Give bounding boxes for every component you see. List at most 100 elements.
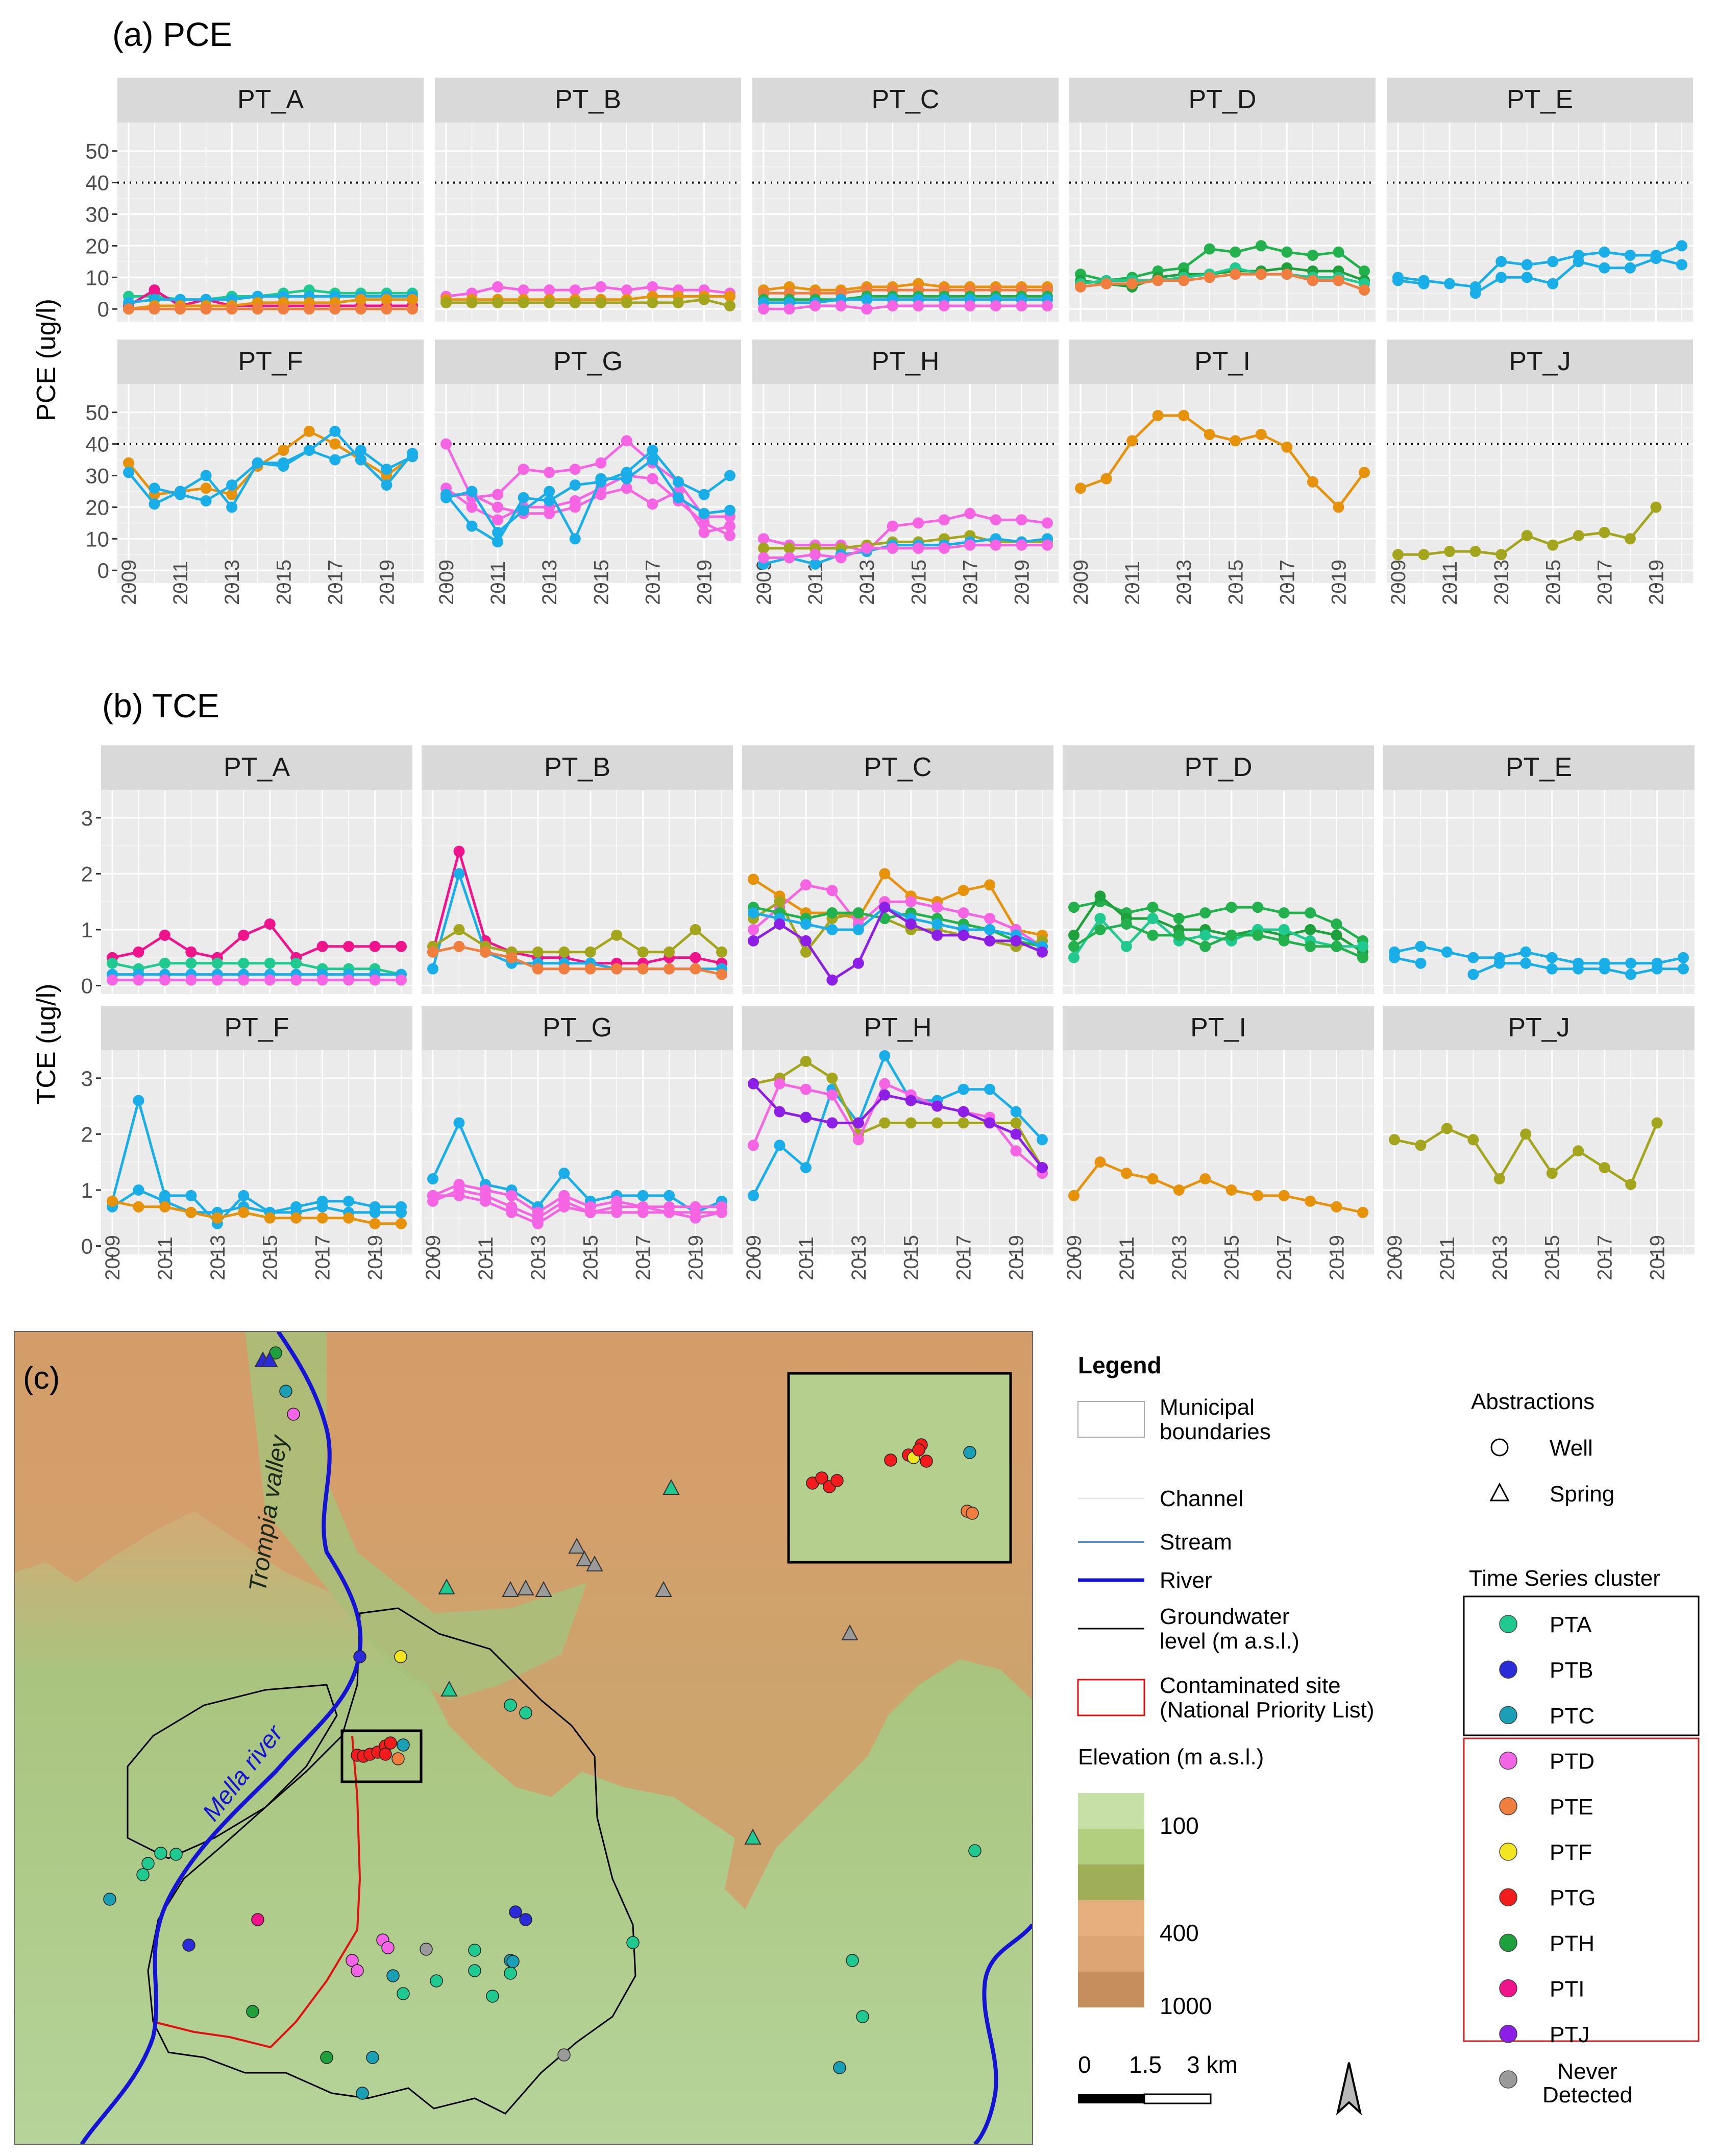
data-point xyxy=(1305,907,1316,919)
panel-strip xyxy=(1063,745,1374,790)
x-tick-label: 2019 xyxy=(364,1235,387,1280)
map-legend: Legend Municipal boundaries Channel Stream R… xyxy=(1077,1352,1700,2116)
data-point xyxy=(107,974,118,986)
map-sites xyxy=(103,1346,982,2100)
x-tick-label: 2009 xyxy=(422,1235,445,1280)
data-point xyxy=(1359,265,1370,277)
data-point xyxy=(672,476,684,488)
cluster-swatch-ptb xyxy=(1499,1660,1517,1679)
x-tick-label: 2009 xyxy=(1063,1235,1086,1280)
y-tick-label: 1 xyxy=(81,918,93,942)
cluster-group-b-box xyxy=(1463,1737,1700,2042)
data-point xyxy=(1305,924,1316,935)
panel-pt-e: PT_E xyxy=(1387,78,1693,322)
data-point xyxy=(1651,963,1663,975)
data-point xyxy=(278,303,289,315)
data-point xyxy=(1016,300,1027,312)
x-tick-label: 2009 xyxy=(1384,1235,1406,1280)
panel-strip-label: PT_F xyxy=(238,347,303,376)
data-point xyxy=(544,284,555,296)
data-point xyxy=(905,896,917,908)
data-point xyxy=(1075,482,1086,494)
panel-strip-label: PT_I xyxy=(1194,347,1250,376)
data-point xyxy=(1495,256,1507,268)
data-point xyxy=(595,297,607,308)
data-point xyxy=(290,1212,302,1224)
data-point xyxy=(758,552,769,564)
series-4 xyxy=(758,300,1053,315)
data-point xyxy=(506,1190,518,1201)
data-point xyxy=(532,963,544,975)
municipal-boundary xyxy=(147,1607,636,2115)
series-3 xyxy=(748,1078,1048,1174)
well-site-ptc xyxy=(103,1893,116,1906)
panel-background xyxy=(101,790,412,994)
panel-strip-label: PT_D xyxy=(1185,753,1253,782)
data-point xyxy=(1305,940,1316,952)
data-point xyxy=(1281,441,1293,453)
x-tick-label: 2011 xyxy=(1121,561,1144,605)
panel-strip xyxy=(435,340,741,384)
data-point xyxy=(664,963,675,975)
y-tick-label: 40 xyxy=(85,432,109,456)
data-point xyxy=(453,868,465,880)
data-point xyxy=(595,473,607,485)
x-tick-label: 2011 xyxy=(1436,1237,1459,1280)
data-point xyxy=(1278,907,1290,919)
series-0 xyxy=(1068,1156,1368,1218)
tce-y-axis-title: TCE (ug/l) xyxy=(32,984,61,1105)
panel-pt-b: PT_B xyxy=(435,78,741,322)
data-point xyxy=(835,300,847,312)
data-point xyxy=(278,445,289,456)
elevation-swatch xyxy=(1078,1829,1144,1864)
data-point xyxy=(1547,539,1559,551)
well-site-pta xyxy=(486,1990,499,2003)
data-point xyxy=(506,952,518,963)
data-point xyxy=(1444,278,1456,289)
cluster-swatch-pta xyxy=(1499,1615,1517,1633)
x-tick-label: 2017 xyxy=(642,560,664,605)
data-point xyxy=(810,300,821,312)
data-point xyxy=(938,514,950,526)
data-point xyxy=(1357,940,1368,952)
data-point xyxy=(290,957,302,969)
pce-panel-grid: PT_A 0 10 20 30 40 50 PT_B PT_C PT_D PT_E PT_F 0 10 20… xyxy=(85,78,1693,605)
data-point xyxy=(290,974,302,986)
x-tick-label: 2017 xyxy=(324,560,347,605)
panel-pt-d: PT_D xyxy=(1069,78,1376,322)
well-site-ptb xyxy=(182,1939,195,1952)
x-tick-label: 2017 xyxy=(1594,1235,1616,1280)
well-site-pta xyxy=(968,1844,982,1857)
data-point xyxy=(211,957,223,969)
panel-pt-a: PT_A 0 10 20 30 40 50 xyxy=(85,78,424,322)
x-tick-label: 2019 xyxy=(685,1235,707,1280)
data-point xyxy=(1520,946,1532,958)
y-tick-label: 0 xyxy=(97,559,109,583)
data-point xyxy=(1281,269,1293,280)
data-point xyxy=(1546,952,1558,963)
data-point xyxy=(369,974,381,986)
panel-pt-c: PT_C xyxy=(742,745,1053,994)
data-point xyxy=(316,974,328,986)
data-point xyxy=(887,520,898,532)
data-point xyxy=(381,464,393,475)
data-point xyxy=(800,1162,812,1174)
data-point xyxy=(748,907,759,919)
data-point xyxy=(595,489,607,500)
data-point xyxy=(1493,1173,1505,1185)
contaminated-site-swatch xyxy=(1077,1679,1145,1716)
series-3 xyxy=(107,974,407,986)
tce-panel-grid: PT_A 0 1 2 3 PT_B PT_C PT_D PT_E PT_F 0 1 2 3 2009 2011… xyxy=(81,745,1695,1280)
legend-item-label: Municipal boundaries xyxy=(1160,1395,1271,1444)
data-point xyxy=(532,946,544,958)
x-tick-label: 2009 xyxy=(743,1235,765,1280)
data-point xyxy=(1307,275,1318,286)
well-site-pta xyxy=(626,1936,640,1949)
x-tick-label: 2013 xyxy=(1173,560,1195,605)
inset-well-ptg xyxy=(912,1443,925,1457)
data-point xyxy=(758,303,769,315)
spring-symbol-icon xyxy=(1489,1482,1510,1501)
data-point xyxy=(1331,918,1342,930)
tce-figure-title: (b) TCE xyxy=(102,687,219,724)
data-point xyxy=(1147,1173,1159,1185)
